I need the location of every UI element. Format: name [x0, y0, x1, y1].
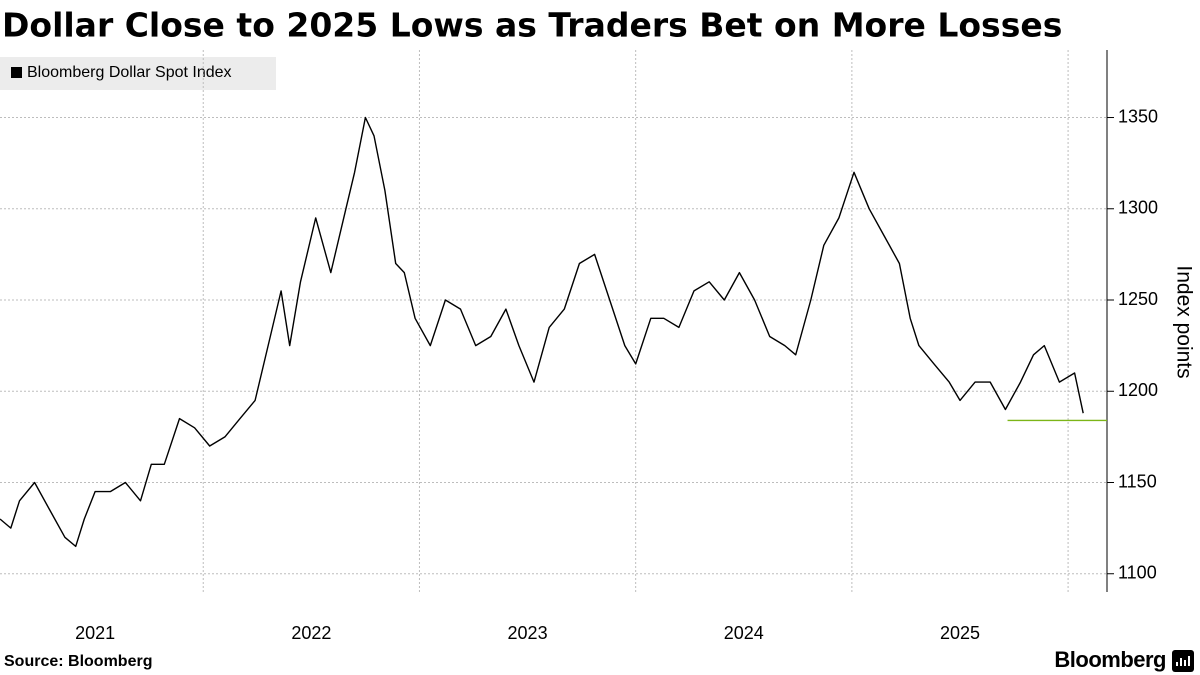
chart-title: Dollar Close to 2025 Lows as Traders Bet… — [2, 6, 1062, 45]
y-tick-label: 1150 — [1118, 471, 1157, 491]
source: Source: Bloomberg — [4, 653, 152, 670]
brand: Bloomberg — [1054, 647, 1166, 672]
y-tick-label: 1350 — [1118, 106, 1158, 126]
legend-swatch — [11, 67, 22, 78]
brand-icon — [1172, 650, 1194, 672]
x-tick-label: 2022 — [291, 623, 331, 643]
y-tick-label: 1100 — [1118, 563, 1157, 583]
x-tick-label: 2021 — [75, 623, 115, 643]
legend: Bloomberg Dollar Spot Index — [0, 57, 276, 90]
series-line — [0, 116, 1084, 548]
legend-box — [0, 57, 276, 90]
brand-icon-bars — [1176, 656, 1190, 666]
y-tick-label: 1300 — [1118, 198, 1158, 218]
x-tick-label: 2023 — [508, 623, 548, 643]
y-axis-title: Index points — [1172, 265, 1195, 378]
y-tick-label: 1200 — [1118, 380, 1158, 400]
legend-label: Bloomberg Dollar Spot Index — [27, 64, 232, 81]
x-tick-label: 2024 — [724, 623, 764, 643]
x-tick-label: 2025 — [940, 623, 980, 643]
y-tick-label: 1250 — [1118, 289, 1158, 309]
